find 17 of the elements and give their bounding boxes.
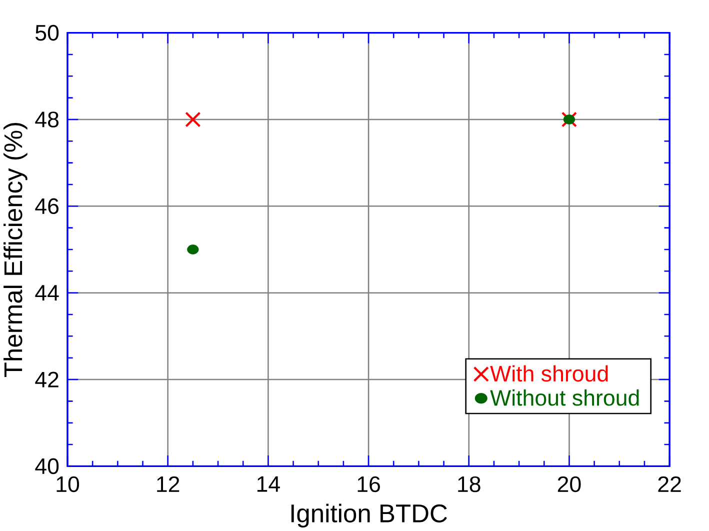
- y-axis-title: Thermal Efficiency (%): [4, 122, 28, 378]
- y-tick-label: 44: [35, 285, 59, 300]
- y-tick-label: 46: [35, 198, 58, 214]
- y-tick-label: 50: [36, 24, 59, 41]
- x-tick-label: 12: [157, 476, 180, 492]
- x-tick-label: 10: [56, 476, 80, 492]
- y-tick-label: 42: [35, 372, 58, 388]
- y-tick-label: 40: [35, 458, 59, 474]
- x-tick-label: 20: [558, 476, 581, 492]
- y-tick-label: 48: [35, 112, 58, 128]
- legend-label: Without shroud: [490, 389, 639, 406]
- x-tick-label: 18: [458, 476, 480, 492]
- legend-label: With shroud: [490, 365, 608, 382]
- x-tick-label: 16: [358, 476, 380, 492]
- x-tick-label: 14: [257, 476, 280, 492]
- x-axis-title: Ignition BTDC: [291, 504, 447, 528]
- x-tick-label: 22: [658, 476, 681, 492]
